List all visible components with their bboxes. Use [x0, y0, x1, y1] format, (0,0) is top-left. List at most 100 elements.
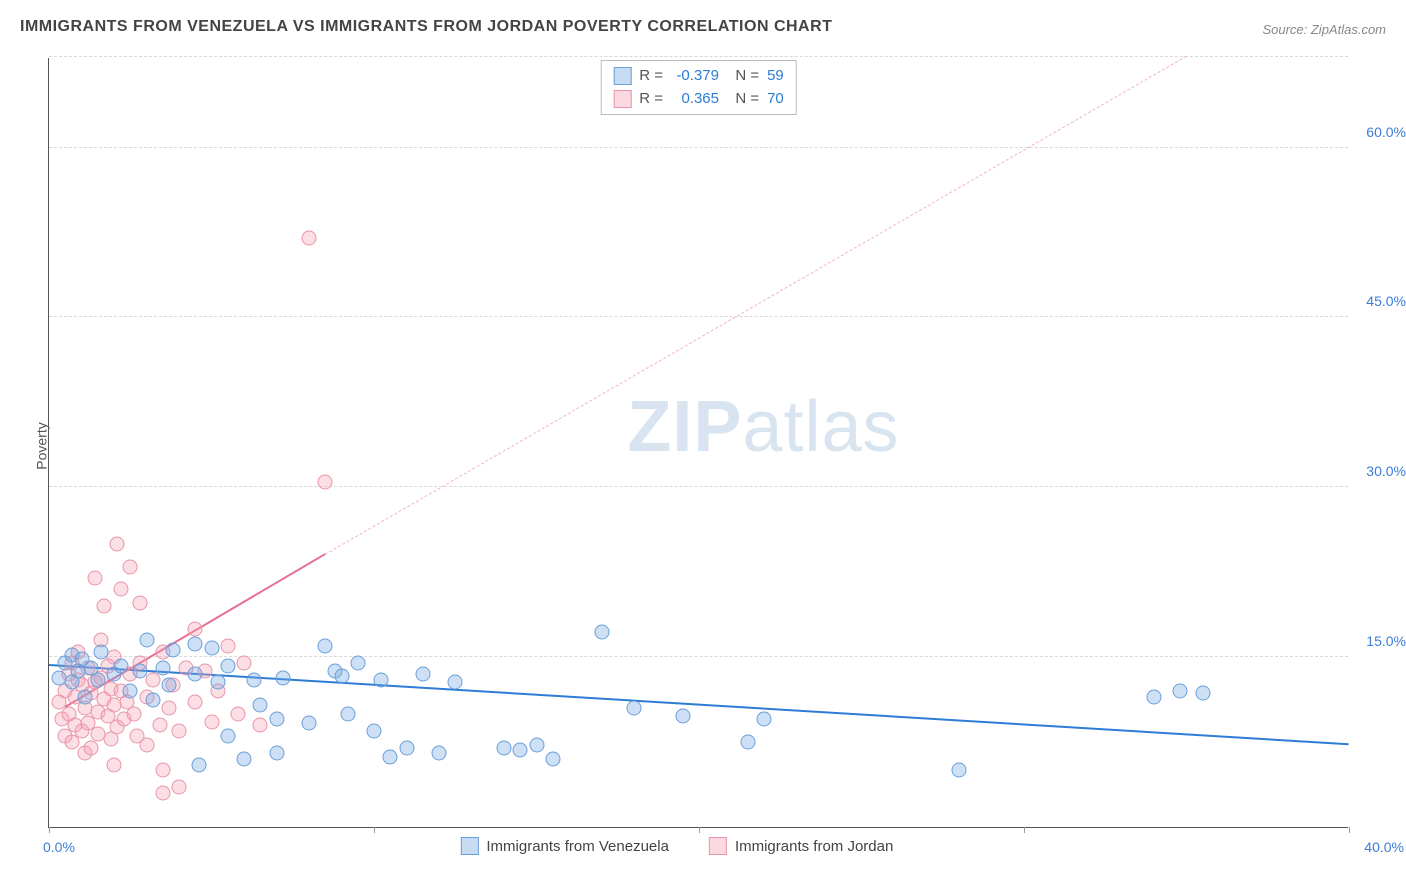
data-point-pink — [126, 706, 141, 721]
n-value-blue: 59 — [767, 65, 784, 88]
data-point-blue — [237, 752, 252, 767]
swatch-pink-icon — [709, 837, 727, 855]
data-point-blue — [334, 669, 349, 684]
data-point-pink — [139, 738, 154, 753]
data-point-blue — [350, 655, 365, 670]
data-point-pink — [237, 655, 252, 670]
data-point-blue — [77, 689, 92, 704]
plot-area: ZIPatlas R = -0.379 N = 59 R = 0.365 N =… — [48, 58, 1348, 828]
data-point-pink — [84, 740, 99, 755]
x-tick-min: 0.0% — [43, 839, 75, 855]
data-point-blue — [188, 667, 203, 682]
data-point-pink — [87, 570, 102, 585]
legend-item-pink: Immigrants from Jordan — [709, 837, 893, 855]
data-point-pink — [110, 536, 125, 551]
data-point-blue — [757, 712, 772, 727]
gridline — [49, 486, 1348, 487]
data-point-blue — [188, 636, 203, 651]
data-point-pink — [155, 763, 170, 778]
data-point-pink — [107, 757, 122, 772]
data-point-blue — [367, 723, 382, 738]
data-point-blue — [373, 672, 388, 687]
data-point-blue — [139, 633, 154, 648]
data-point-blue — [113, 659, 128, 674]
data-point-blue — [220, 729, 235, 744]
data-point-blue — [220, 659, 235, 674]
watermark: ZIPatlas — [627, 386, 899, 468]
x-tick-mark — [699, 827, 700, 833]
swatch-blue — [613, 67, 631, 85]
trend-line — [49, 664, 1349, 745]
y-tick-label: 60.0% — [1366, 124, 1406, 140]
data-point-blue — [341, 706, 356, 721]
legend-stats-row-blue: R = -0.379 N = 59 — [613, 65, 784, 88]
data-point-blue — [269, 712, 284, 727]
data-point-pink — [155, 786, 170, 801]
y-tick-label: 30.0% — [1366, 463, 1406, 479]
data-point-pink — [162, 701, 177, 716]
data-point-blue — [627, 701, 642, 716]
y-tick-label: 15.0% — [1366, 633, 1406, 649]
data-point-blue — [276, 670, 291, 685]
data-point-blue — [1195, 686, 1210, 701]
data-point-blue — [162, 678, 177, 693]
data-point-blue — [123, 684, 138, 699]
swatch-blue-icon — [460, 837, 478, 855]
data-point-pink — [123, 559, 138, 574]
x-tick-mark — [1024, 827, 1025, 833]
data-point-blue — [165, 643, 180, 658]
data-point-blue — [246, 672, 261, 687]
data-point-blue — [513, 743, 528, 758]
data-point-blue — [545, 752, 560, 767]
legend-stats-row-pink: R = 0.365 N = 70 — [613, 88, 784, 111]
data-point-pink — [172, 723, 187, 738]
gridline — [49, 147, 1348, 148]
data-point-blue — [529, 738, 544, 753]
data-point-pink — [188, 621, 203, 636]
x-tick-mark — [49, 827, 50, 833]
data-point-blue — [146, 693, 161, 708]
data-point-pink — [253, 718, 268, 733]
data-point-blue — [211, 675, 226, 690]
data-point-pink — [133, 595, 148, 610]
data-point-blue — [448, 675, 463, 690]
data-point-blue — [415, 667, 430, 682]
legend-item-blue: Immigrants from Venezuela — [460, 837, 669, 855]
data-point-blue — [1147, 689, 1162, 704]
gridline — [49, 56, 1348, 57]
data-point-blue — [594, 625, 609, 640]
data-point-blue — [302, 715, 317, 730]
data-point-blue — [155, 661, 170, 676]
data-point-blue — [204, 641, 219, 656]
bottom-legend: Immigrants from Venezuela Immigrants fro… — [460, 837, 893, 855]
data-point-blue — [399, 740, 414, 755]
data-point-pink — [302, 231, 317, 246]
data-point-blue — [318, 638, 333, 653]
legend-label-pink: Immigrants from Jordan — [735, 838, 893, 855]
data-point-pink — [172, 780, 187, 795]
data-point-blue — [1173, 684, 1188, 699]
gridline — [49, 316, 1348, 317]
legend-label-blue: Immigrants from Venezuela — [486, 838, 669, 855]
r-value-blue: -0.379 — [671, 65, 719, 88]
data-point-blue — [383, 749, 398, 764]
data-point-blue — [952, 763, 967, 778]
x-tick-mark — [374, 827, 375, 833]
data-point-blue — [497, 740, 512, 755]
data-point-blue — [432, 746, 447, 761]
x-tick-max: 40.0% — [1364, 839, 1404, 855]
x-tick-mark — [1349, 827, 1350, 833]
r-value-pink: 0.365 — [671, 88, 719, 111]
data-point-blue — [90, 672, 105, 687]
data-point-pink — [204, 714, 219, 729]
data-point-pink — [230, 706, 245, 721]
data-point-blue — [191, 757, 206, 772]
data-point-blue — [675, 709, 690, 724]
data-point-pink — [97, 599, 112, 614]
data-point-pink — [188, 695, 203, 710]
data-point-pink — [318, 474, 333, 489]
data-point-blue — [269, 746, 284, 761]
source-label: Source: ZipAtlas.com — [1262, 22, 1386, 37]
trend-line — [325, 56, 1187, 555]
chart-title: IMMIGRANTS FROM VENEZUELA VS IMMIGRANTS … — [20, 18, 832, 36]
